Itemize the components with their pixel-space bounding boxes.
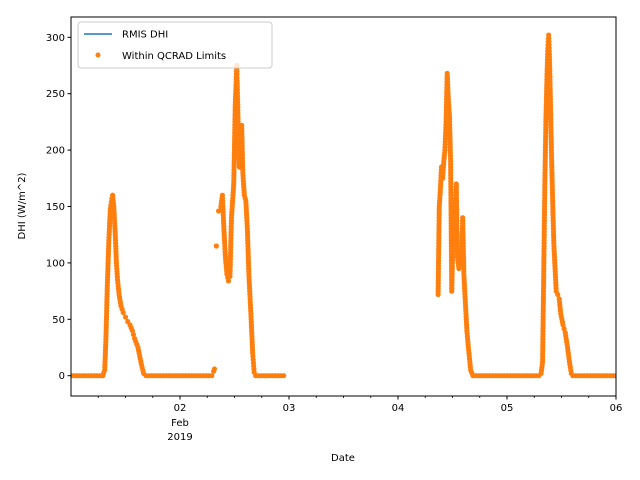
legend-label-within-qcrad-limits: Within QCRAD Limits	[122, 51, 226, 62]
data-point	[211, 366, 218, 372]
data-point	[209, 373, 215, 379]
y-tick-label: 150	[46, 202, 65, 213]
data-point	[216, 208, 222, 214]
x-tick-label: 04	[392, 403, 405, 414]
data-point	[129, 327, 135, 334]
data-point	[130, 331, 137, 338]
series-within-qcrad-limits	[71, 32, 616, 379]
x-tick-label: 02	[174, 403, 187, 414]
data-point	[225, 278, 232, 284]
x-tick-label: 03	[283, 403, 296, 414]
legend-box	[77, 21, 273, 69]
axes-frame	[70, 16, 617, 397]
plot-area	[71, 32, 616, 379]
series-line-rmis-dhi	[71, 195, 216, 377]
y-axis: 0 50 100 150 200 250 300	[46, 33, 71, 382]
data-point	[560, 322, 566, 328]
data-point	[281, 373, 287, 379]
y-axis-label: DHI (W/m^2)	[17, 172, 28, 239]
legend: RMIS DHI Within QCRAD Limits	[77, 21, 273, 69]
x-tick-sublabel: Feb	[171, 418, 189, 429]
legend-label-rmis-dhi: RMIS DHI	[122, 30, 168, 41]
series-layer	[71, 32, 616, 379]
x-tick-sublabel: 2019	[167, 432, 192, 443]
x-tick-label: 06	[610, 403, 623, 414]
x-tick-label: 05	[501, 403, 514, 414]
x-axis: 02 Feb 2019 03 04 05 06	[97, 396, 623, 443]
series-rmis-dhi	[71, 35, 616, 377]
data-point	[213, 243, 219, 249]
data-point	[613, 373, 616, 379]
y-tick-label: 50	[52, 315, 65, 326]
y-tick-label: 250	[46, 89, 65, 100]
y-tick-label: 300	[46, 33, 65, 44]
y-tick-label: 0	[59, 371, 65, 382]
data-point	[120, 309, 126, 316]
legend-dot-swatch	[95, 52, 101, 58]
data-point	[561, 326, 567, 332]
x-axis-label: Date	[331, 453, 355, 464]
y-tick-label: 200	[46, 146, 65, 157]
y-tick-label: 100	[46, 258, 65, 269]
data-point	[122, 314, 129, 320]
data-point	[555, 291, 561, 298]
